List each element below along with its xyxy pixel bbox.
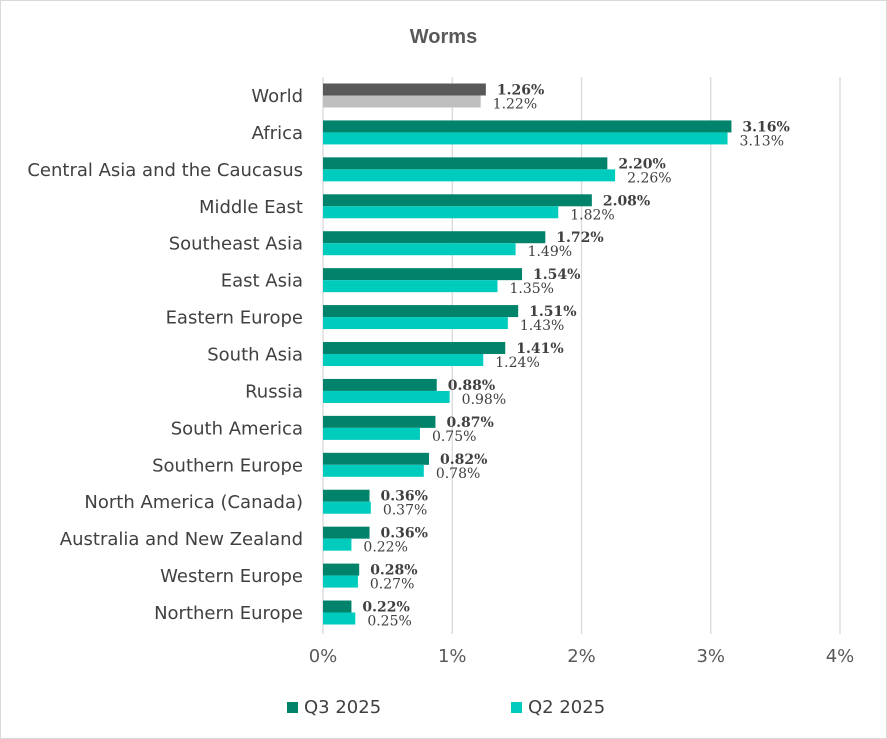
data-labels: 1.26%1.22% 3.16%3.13% 2.20%2.26% 2.08%1.82%… — [362, 83, 789, 630]
data-label-q2-southern-europe: 0.78% — [436, 466, 480, 482]
data-label-q3-russia: 0.88% — [448, 378, 495, 394]
data-label-q2-east-asia: 1.35% — [509, 281, 553, 297]
bar-q3-western-europe — [323, 563, 360, 576]
data-label-q2-southeast-asia: 1.49% — [528, 244, 572, 260]
bar-q2-middle-east — [323, 206, 559, 219]
legend-label-q3: Q3 2025 — [304, 697, 382, 718]
legend-swatch-q3 — [287, 702, 298, 713]
category-label-middle-east: Middle East — [199, 197, 303, 218]
bar-q3-south-america — [323, 415, 436, 428]
bar-q3-central-asia-and-the-caucasus — [323, 157, 608, 170]
category-label-southeast-asia: Southeast Asia — [169, 234, 303, 255]
data-label-q2-africa: 3.13% — [740, 133, 784, 149]
legend-item-q3: Q3 2025 — [287, 697, 381, 718]
data-label-q2-western-europe: 0.27% — [370, 577, 414, 593]
bar-q2-russia — [323, 390, 450, 403]
category-label-southern-europe: Southern Europe — [152, 455, 303, 476]
category-label-world: World — [251, 86, 303, 107]
data-label-q3-middle-east: 2.08% — [603, 193, 650, 209]
data-label-q2-eastern-europe: 1.43% — [520, 318, 564, 334]
x-tick-label: 0% — [309, 646, 338, 667]
x-tick-label: 2% — [567, 646, 596, 667]
bar-q2-south-america — [323, 427, 420, 440]
data-label-q2-central-asia-and-the-caucasus: 2.26% — [627, 170, 671, 186]
data-label-q3-east-asia: 1.54% — [533, 267, 580, 283]
bars — [323, 83, 732, 625]
bar-q3-south-asia — [323, 342, 506, 355]
category-label-eastern-europe: Eastern Europe — [166, 308, 303, 329]
bar-q2-africa — [323, 132, 728, 145]
data-label-q3-central-asia-and-the-caucasus: 2.20% — [618, 156, 665, 172]
category-label-western-europe: Western Europe — [160, 566, 303, 587]
data-label-q2-south-asia: 1.24% — [495, 355, 539, 371]
data-label-q2-russia: 0.98% — [462, 392, 506, 408]
category-label-north-america-canada: North America (Canada) — [84, 492, 303, 513]
data-label-q3-south-america: 0.87% — [446, 415, 493, 431]
bar-q3-middle-east — [323, 194, 592, 207]
legend-item-q2: Q2 2025 — [511, 697, 605, 718]
bar-q2-eastern-europe — [323, 317, 508, 330]
category-labels: World Africa Central Asia and the Caucasus… — [27, 86, 303, 624]
data-label-q3-southern-europe: 0.82% — [440, 452, 487, 468]
bar-q2-central-asia-and-the-caucasus — [323, 169, 616, 182]
data-label-q2-north-america-canada: 0.37% — [383, 503, 427, 519]
bar-q2-northern-europe — [323, 612, 356, 625]
x-axis-ticks: 0% 1% 2% 3% 4% — [309, 646, 855, 667]
data-label-q2-northern-europe: 0.25% — [367, 614, 411, 630]
chart-title: Worms — [409, 26, 478, 48]
data-label-q3-southeast-asia: 1.72% — [556, 230, 603, 246]
bar-q2-south-asia — [323, 354, 484, 367]
category-label-russia: Russia — [245, 381, 303, 402]
data-label-q3-africa: 3.16% — [742, 119, 789, 135]
x-tick-label: 3% — [696, 646, 725, 667]
bar-q2-east-asia — [323, 280, 498, 293]
legend-label-q2: Q2 2025 — [528, 697, 606, 718]
bar-q3-northern-europe — [323, 600, 352, 613]
bar-q3-russia — [323, 378, 437, 391]
data-label-q3-eastern-europe: 1.51% — [529, 304, 576, 320]
bar-q3-east-asia — [323, 268, 523, 281]
data-label-q2-south-america: 0.75% — [432, 429, 476, 445]
category-label-south-asia: South Asia — [207, 345, 303, 366]
category-label-africa: Africa — [252, 123, 303, 144]
bar-q3-southern-europe — [323, 452, 429, 465]
data-label-q2-world: 1.22% — [493, 97, 537, 113]
data-label-q3-northern-europe: 0.22% — [362, 600, 409, 616]
legend-swatch-q2 — [511, 702, 522, 713]
bar-q3-southeast-asia — [323, 231, 546, 244]
bar-q3-australia-and-new-zealand — [323, 526, 370, 539]
legend: Q3 2025 Q2 2025 — [0, 697, 887, 721]
bar-q3-world — [323, 83, 486, 96]
bar-q2-southeast-asia — [323, 243, 516, 256]
category-label-central-asia-and-the-caucasus: Central Asia and the Caucasus — [27, 160, 303, 181]
data-label-q3-australia-and-new-zealand: 0.36% — [381, 526, 428, 542]
bar-q3-north-america-canada — [323, 489, 370, 502]
bar-q2-australia-and-new-zealand — [323, 538, 352, 551]
category-label-south-america: South America — [171, 418, 303, 439]
bar-q3-eastern-europe — [323, 305, 519, 318]
bar-q2-world — [323, 95, 481, 108]
data-label-q3-world: 1.26% — [497, 83, 544, 99]
bar-q2-southern-europe — [323, 464, 424, 477]
data-label-q2-middle-east: 1.82% — [570, 207, 614, 223]
category-label-australia-and-new-zealand: Australia and New Zealand — [60, 529, 303, 550]
data-label-q3-north-america-canada: 0.36% — [381, 489, 428, 505]
x-tick-label: 1% — [438, 646, 467, 667]
x-tick-label: 4% — [826, 646, 855, 667]
bar-q2-western-europe — [323, 575, 358, 588]
bar-q3-africa — [323, 120, 732, 133]
data-label-q3-south-asia: 1.41% — [516, 341, 563, 357]
data-label-q2-australia-and-new-zealand: 0.22% — [363, 540, 407, 556]
category-label-northern-europe: Northern Europe — [154, 603, 303, 624]
bar-q2-north-america-canada — [323, 501, 371, 514]
data-label-q3-western-europe: 0.28% — [370, 563, 417, 579]
category-label-east-asia: East Asia — [221, 271, 303, 292]
